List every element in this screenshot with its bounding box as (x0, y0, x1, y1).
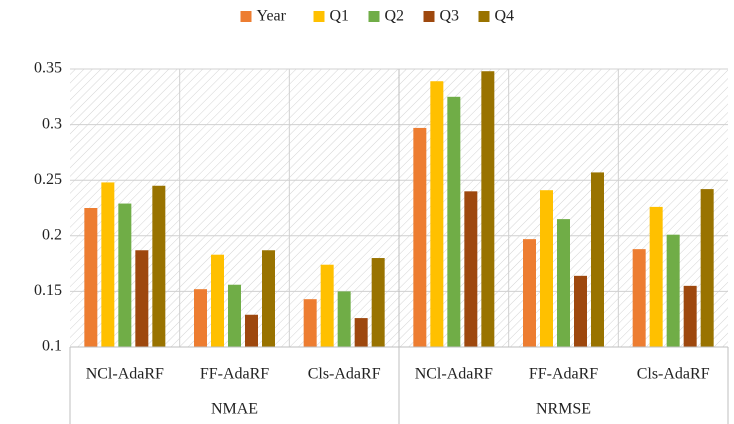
bar (632, 249, 646, 347)
bar (430, 81, 444, 348)
y-tick-label: 0.25 (34, 171, 62, 188)
bar (413, 127, 427, 347)
bar (557, 219, 570, 347)
legend-swatch (240, 11, 252, 22)
bar (152, 185, 166, 347)
bar (591, 172, 604, 347)
bar (481, 71, 495, 347)
bar (523, 239, 536, 347)
bar (228, 284, 241, 347)
legend-label: Q4 (495, 8, 515, 25)
x-tick-label: NCl-AdaRF (415, 366, 493, 383)
bar (540, 190, 553, 347)
bar (118, 203, 132, 347)
bar (84, 208, 98, 347)
legend-label: Year (257, 8, 287, 25)
y-tick-label: 0.2 (42, 226, 62, 243)
bar (245, 314, 258, 347)
legend-label: Q3 (440, 8, 460, 25)
bar (211, 254, 224, 347)
bar (262, 250, 275, 347)
bar (337, 291, 351, 347)
bar (303, 299, 317, 347)
x-tick-label: NCl-AdaRF (86, 366, 164, 383)
bar (371, 258, 385, 347)
x-tick-label: FF-AdaRF (200, 366, 269, 383)
legend-swatch (423, 11, 435, 22)
bar (320, 264, 334, 347)
legend-swatch (313, 11, 325, 22)
x-tick-label: FF-AdaRF (529, 366, 598, 383)
legend-swatch (478, 11, 490, 22)
y-tick-label: 0.35 (34, 60, 62, 77)
x-tick-label: Cls-AdaRF (308, 366, 381, 383)
bar (464, 191, 478, 347)
legend-label: Q2 (385, 8, 405, 25)
group-label: NRMSE (536, 401, 591, 418)
bar (666, 234, 680, 347)
legend-swatch (368, 11, 380, 22)
group-label: NMAE (211, 401, 258, 418)
bar (447, 96, 461, 347)
y-tick-label: 0.15 (34, 282, 62, 299)
bar (700, 189, 714, 347)
bar (135, 250, 149, 347)
bar (194, 289, 207, 347)
bar (649, 206, 663, 347)
y-tick-label: 0.3 (42, 115, 62, 132)
bar (354, 318, 368, 347)
x-tick-label: Cls-AdaRF (637, 366, 710, 383)
bar (683, 285, 697, 347)
bar (574, 275, 587, 347)
bar (101, 182, 115, 347)
y-tick-label: 0.1 (42, 338, 62, 355)
legend-label: Q1 (330, 8, 350, 25)
